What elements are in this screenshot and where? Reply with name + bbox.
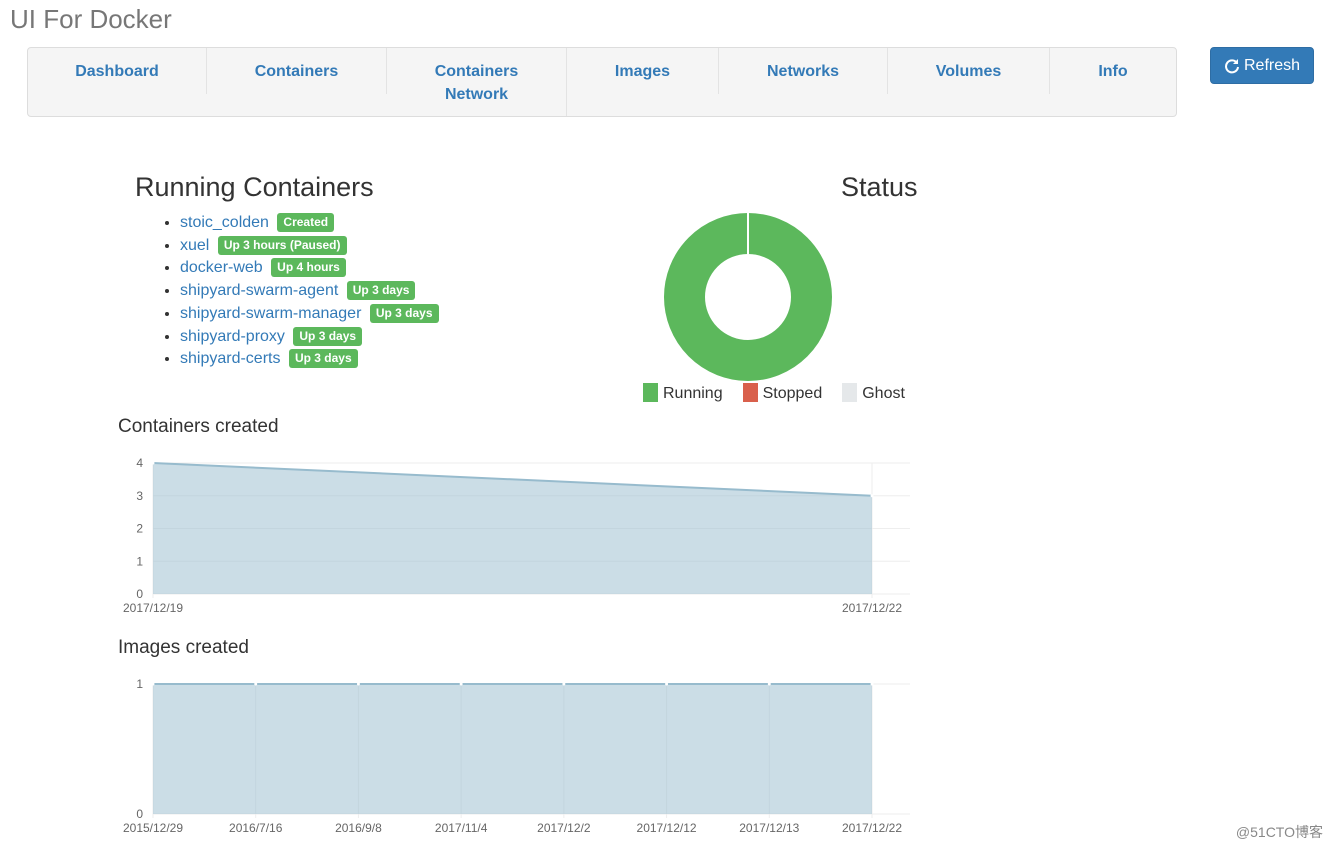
refresh-button[interactable]: Refresh [1210,47,1314,84]
refresh-icon [1225,58,1239,73]
container-item: xuel Up 3 hours (Paused) [180,235,439,258]
y-tick-label: 1 [136,677,143,691]
status-title: Status [841,172,918,202]
area-fill [153,684,872,814]
x-tick-label: 2017/12/13 [739,821,799,835]
data-point [870,494,874,498]
legend-stopped: Stopped [742,383,823,403]
legend-swatch-running [643,383,658,402]
container-item: shipyard-certs Up 3 days [180,348,439,371]
data-point [254,682,258,686]
data-point [870,682,874,686]
legend-label: Stopped [762,385,823,402]
y-tick-label: 4 [136,456,143,470]
tab-images[interactable]: Images [567,48,719,94]
data-point [665,682,669,686]
containers-created-chart: 0 1 2 3 4 2017/12/19 2017/12/22 [123,456,910,615]
app-title: UI For Docker [10,4,172,34]
status-donut-chart [664,213,832,381]
y-tick-label: 3 [136,489,143,503]
main-nav: Dashboard Containers Containers Network … [27,47,1177,117]
images-created-title: Images created [118,637,249,658]
area-fill [153,463,872,594]
tab-volumes[interactable]: Volumes [888,48,1050,94]
x-tick-label: 2017/12/22 [842,601,902,615]
data-point [356,682,360,686]
x-tick-label: 2017/12/2 [537,821,591,835]
x-tick-label: 2017/12/22 [842,821,902,835]
tab-dashboard[interactable]: Dashboard [28,48,207,94]
data-point [151,461,155,465]
tab-containers-network-label: Containers Network [434,63,519,103]
y-tick-label: 0 [136,587,143,601]
container-item: docker-web Up 4 hours [180,257,439,280]
container-link[interactable]: shipyard-proxy [180,327,285,345]
x-tick-label: 2017/12/19 [123,601,183,615]
data-point [767,682,771,686]
y-tick-label: 1 [136,554,143,568]
x-tick-label: 2017/11/4 [435,821,488,835]
legend-label: Running [663,385,723,402]
legend-swatch-ghost [842,383,858,402]
watermark: @51CTO博客 [1235,824,1323,840]
container-item: shipyard-proxy Up 3 days [180,326,439,349]
container-link[interactable]: xuel [180,236,210,254]
series-line [152,462,873,497]
running-containers-list: stoic_colden Createdxuel Up 3 hours (Pau… [162,212,439,371]
container-item: stoic_colden Created [180,212,439,235]
tab-containers-network[interactable]: Containers Network [387,48,567,116]
container-item: shipyard-swarm-manager Up 3 days [180,303,439,326]
container-item: shipyard-swarm-agent Up 3 days [180,280,439,303]
y-tick-label: 0 [136,807,143,821]
y-tick-label: 2 [136,522,143,536]
running-containers-title: Running Containers [135,172,374,202]
data-point [562,682,566,686]
data-point [151,682,155,686]
tab-info[interactable]: Info [1098,63,1128,80]
status-badge: Created [277,213,335,232]
status-badge: Up 3 days [346,281,416,301]
status-badge: Up 4 hours [271,258,346,278]
data-point [459,682,463,686]
status-legend: Running Stopped Ghost [643,383,905,403]
legend-label: Ghost [862,385,905,402]
images-created-chart: 0 1 2015/12/29 2016/7/16 2016/9/8 2017/11/4 20… [123,677,910,835]
status-badge: Up 3 days [293,326,363,346]
status-badge: Up 3 days [288,349,358,369]
legend-ghost: Ghost [842,383,905,403]
x-tick-label: 2016/7/16 [229,821,283,835]
container-link[interactable]: shipyard-certs [180,350,281,368]
x-tick-label: 2015/12/29 [123,821,183,835]
containers-created-title: Containers created [118,416,279,437]
legend-swatch-stopped [742,383,758,402]
status-badge: Up 3 days [369,303,439,323]
container-link[interactable]: shipyard-swarm-manager [180,304,362,322]
status-badge: Up 3 hours (Paused) [217,235,347,255]
container-link[interactable]: stoic_colden [180,214,269,231]
container-link[interactable]: docker-web [180,259,263,277]
x-tick-label: 2017/12/12 [637,821,697,835]
tab-containers[interactable]: Containers [207,48,387,94]
x-tick-label: 2016/9/8 [335,821,382,835]
refresh-label: Refresh [1243,56,1301,74]
tab-networks[interactable]: Networks [719,48,888,94]
container-link[interactable]: shipyard-swarm-agent [180,282,339,300]
legend-running: Running [643,383,723,403]
